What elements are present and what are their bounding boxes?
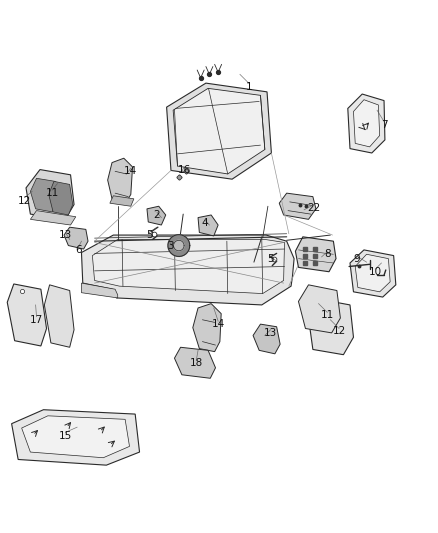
Polygon shape bbox=[81, 283, 118, 298]
Text: 7: 7 bbox=[381, 119, 387, 130]
Text: 2: 2 bbox=[154, 210, 160, 220]
Polygon shape bbox=[108, 158, 133, 202]
Polygon shape bbox=[44, 285, 74, 348]
Text: 18: 18 bbox=[190, 358, 203, 368]
Text: 6: 6 bbox=[75, 245, 82, 255]
Text: 17: 17 bbox=[30, 315, 43, 325]
Text: 12: 12 bbox=[332, 326, 346, 336]
Text: 3: 3 bbox=[167, 240, 173, 251]
Text: 1: 1 bbox=[246, 83, 253, 93]
Polygon shape bbox=[350, 250, 396, 297]
Text: 13: 13 bbox=[264, 328, 277, 338]
Polygon shape bbox=[49, 181, 73, 215]
Polygon shape bbox=[355, 254, 390, 292]
Polygon shape bbox=[298, 285, 340, 333]
Polygon shape bbox=[147, 206, 166, 225]
Text: 13: 13 bbox=[59, 230, 72, 240]
Text: 14: 14 bbox=[212, 319, 225, 329]
Polygon shape bbox=[30, 211, 76, 225]
Polygon shape bbox=[7, 284, 46, 346]
Polygon shape bbox=[12, 410, 140, 465]
Polygon shape bbox=[353, 100, 380, 147]
Polygon shape bbox=[198, 215, 218, 236]
Text: 22: 22 bbox=[307, 203, 321, 213]
Polygon shape bbox=[64, 227, 88, 249]
Polygon shape bbox=[168, 235, 190, 256]
Polygon shape bbox=[295, 237, 336, 272]
Polygon shape bbox=[21, 416, 130, 458]
Polygon shape bbox=[174, 348, 215, 378]
Polygon shape bbox=[110, 196, 134, 206]
Polygon shape bbox=[348, 94, 385, 153]
Text: 5: 5 bbox=[267, 254, 274, 264]
Polygon shape bbox=[193, 304, 221, 352]
Polygon shape bbox=[173, 240, 184, 251]
Text: 10: 10 bbox=[369, 266, 382, 277]
Polygon shape bbox=[173, 88, 265, 174]
Text: 8: 8 bbox=[324, 249, 331, 259]
Text: 15: 15 bbox=[59, 431, 72, 441]
Text: 4: 4 bbox=[202, 218, 208, 228]
Polygon shape bbox=[26, 169, 74, 220]
Text: 16: 16 bbox=[177, 165, 191, 175]
Text: 11: 11 bbox=[321, 310, 334, 320]
Text: 12: 12 bbox=[18, 196, 32, 206]
Polygon shape bbox=[308, 299, 353, 354]
Text: 14: 14 bbox=[124, 166, 138, 176]
Polygon shape bbox=[92, 239, 285, 294]
Polygon shape bbox=[81, 235, 294, 305]
Text: 11: 11 bbox=[46, 188, 59, 198]
Polygon shape bbox=[166, 83, 272, 179]
Text: 5: 5 bbox=[146, 230, 152, 240]
Polygon shape bbox=[253, 324, 280, 354]
Polygon shape bbox=[279, 193, 316, 220]
Polygon shape bbox=[30, 179, 57, 212]
Text: 9: 9 bbox=[353, 254, 360, 264]
